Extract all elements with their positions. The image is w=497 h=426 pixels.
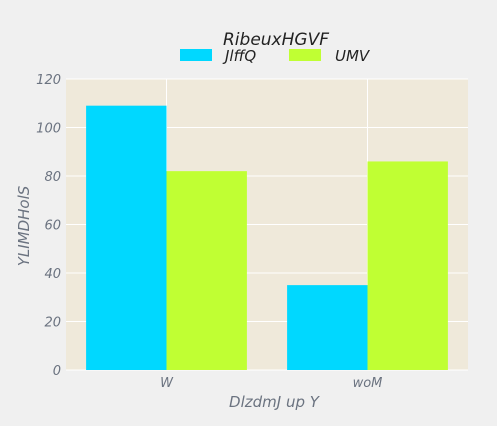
legend-swatch-umv <box>289 49 321 61</box>
y-axis-ticks: 0 20 40 60 80 100 120 <box>36 73 61 379</box>
bar-umv-w <box>166 171 247 370</box>
y-tick-label: 40 <box>44 267 61 282</box>
legend-label-umv: UMV <box>335 47 371 65</box>
x-tick-label: woM <box>353 376 383 391</box>
y-tick-label: 20 <box>44 316 61 331</box>
bar-jlffq-w <box>86 105 167 371</box>
bar-umv-wom <box>367 161 448 370</box>
y-axis-label: YLIMDHolS <box>15 185 33 266</box>
y-tick-label: 60 <box>44 219 61 234</box>
x-tick-label: W <box>160 376 174 391</box>
x-axis-label: DlzdmJ up Y <box>229 393 321 411</box>
legend-title: RibeuxHGVF <box>223 30 329 50</box>
y-tick-label: 120 <box>36 73 61 88</box>
bars <box>86 105 448 371</box>
legend-swatch-jlffq <box>180 49 212 61</box>
legend: RibeuxHGVF JlffQ UMV <box>180 30 371 65</box>
y-tick-label: 80 <box>44 170 61 185</box>
y-tick-label: 0 <box>53 364 61 379</box>
legend-label-jlffq: JlffQ <box>222 47 256 65</box>
bar-jlffq-wom <box>287 285 368 370</box>
y-tick-label: 100 <box>36 122 61 137</box>
